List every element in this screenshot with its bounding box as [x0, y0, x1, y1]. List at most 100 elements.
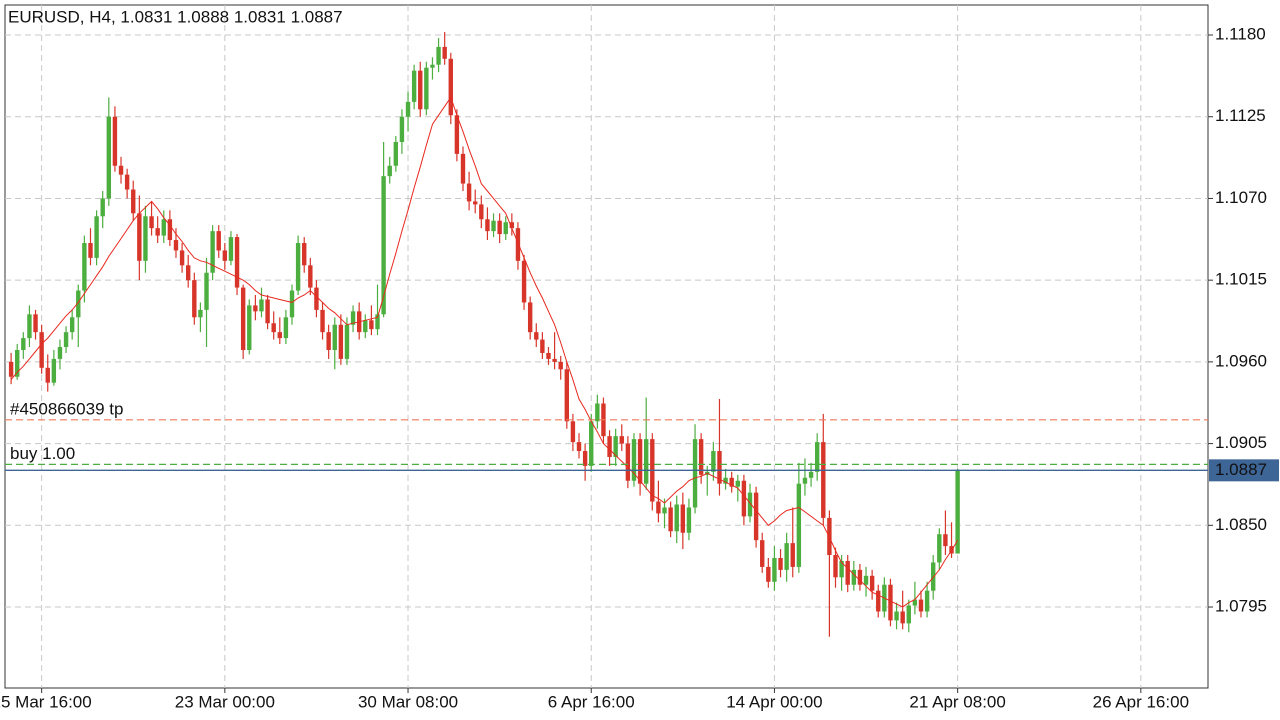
candle-body	[491, 220, 496, 232]
candle-body	[833, 555, 838, 578]
candle-body	[167, 219, 173, 241]
candle-body	[589, 421, 594, 466]
last-price-box	[1209, 459, 1279, 482]
y-tick-label: 1.1180	[1215, 24, 1266, 43]
candle-body	[411, 70, 417, 102]
candle-body	[943, 534, 948, 547]
candle-body	[509, 222, 515, 229]
candle-body	[643, 439, 649, 484]
candle-body	[485, 219, 490, 232]
candle-body	[222, 250, 228, 261]
candle-body	[540, 339, 545, 353]
x-tick-label: 14 Apr 00:00	[726, 692, 822, 711]
candle-body	[955, 470, 960, 554]
candle-body	[473, 201, 478, 205]
candle-body	[863, 575, 869, 585]
candle-body	[112, 116, 118, 166]
candle-body	[161, 219, 166, 236]
candle-body	[363, 320, 368, 333]
candle-body	[204, 272, 209, 310]
candle-body	[686, 507, 692, 533]
candle-body	[625, 443, 631, 481]
candle-body	[369, 320, 374, 330]
moving-average	[10, 96, 959, 608]
plot-frame	[4, 4, 1209, 689]
chart-title: EURUSD, H4, 1.0831 1.0888 1.0831 1.0887	[8, 7, 343, 26]
candle-body	[552, 358, 557, 362]
candle-body	[381, 176, 386, 315]
x-tick-label: 30 Mar 08:00	[358, 692, 458, 711]
candle-body	[802, 477, 808, 484]
candle-body	[839, 560, 844, 578]
candle-body	[924, 590, 930, 612]
candle-body	[216, 231, 221, 251]
candle-body	[185, 265, 191, 281]
candle-body	[662, 507, 667, 514]
candle-body	[888, 584, 893, 621]
candle-body	[582, 451, 588, 466]
candle-body	[912, 599, 918, 606]
candle-body	[179, 250, 185, 266]
candle-body	[808, 471, 814, 478]
candle-body	[674, 504, 679, 532]
candle-body	[527, 302, 533, 333]
candle-body	[534, 332, 539, 340]
candle-body	[845, 560, 850, 585]
candle-body	[918, 599, 924, 612]
axes: 1.1180 1.1125 1.1070 1.1015 1.0960 1.0905 1.08…	[0, 24, 1279, 711]
candle-body	[277, 332, 282, 339]
candle-body	[564, 369, 570, 422]
candle-body	[15, 349, 20, 377]
candle-body	[106, 116, 112, 199]
x-tick-label: 21 Apr 08:00	[909, 692, 1005, 711]
candle-body	[418, 70, 423, 110]
candle-body	[210, 231, 215, 273]
candle-body	[766, 566, 771, 582]
candle-body	[772, 557, 777, 582]
candle-body	[283, 317, 289, 339]
candle-body	[387, 165, 392, 177]
candle-body	[595, 403, 600, 422]
candle-body	[613, 436, 618, 457]
y-tick-label: 1.0960	[1215, 351, 1267, 370]
candle-body	[876, 590, 881, 612]
candle-body	[100, 198, 105, 217]
candle-body	[82, 243, 87, 291]
candle-body	[851, 569, 857, 585]
candle-body	[869, 575, 875, 591]
candle-body	[51, 358, 57, 383]
candle-body	[137, 213, 142, 261]
x-tick-label: 15 Mar 16:00	[0, 692, 92, 711]
x-tick-label: 23 Mar 00:00	[175, 692, 275, 711]
candle-body	[698, 439, 704, 475]
candle-body	[314, 287, 319, 310]
candle-body	[234, 237, 240, 288]
candle-body	[466, 183, 472, 202]
candle-body	[228, 237, 234, 261]
candle-body	[21, 338, 26, 350]
candle-body	[723, 477, 728, 484]
candle-body	[76, 290, 81, 318]
candle-body	[607, 436, 612, 457]
candle-body	[515, 228, 521, 261]
candle-body	[521, 260, 527, 303]
candle-body	[906, 605, 911, 624]
candle-body	[320, 309, 325, 333]
candle-body	[39, 332, 44, 368]
y-tick-label: 1.0850	[1215, 515, 1267, 534]
candle-body	[454, 115, 460, 154]
candle-body	[253, 305, 258, 312]
order-label: buy 1.00	[10, 444, 75, 463]
candle-body	[88, 243, 93, 258]
candle-body	[143, 216, 148, 261]
candle-body	[894, 611, 899, 621]
y-tick-label: 1.1125	[1215, 106, 1266, 125]
candle-body	[247, 305, 252, 350]
candle-body	[265, 299, 270, 324]
y-tick-label: 1.1070	[1215, 188, 1267, 207]
candle-body	[668, 507, 673, 532]
candle-body	[173, 240, 179, 251]
candle-body	[192, 280, 197, 318]
candle-body	[479, 204, 484, 220]
